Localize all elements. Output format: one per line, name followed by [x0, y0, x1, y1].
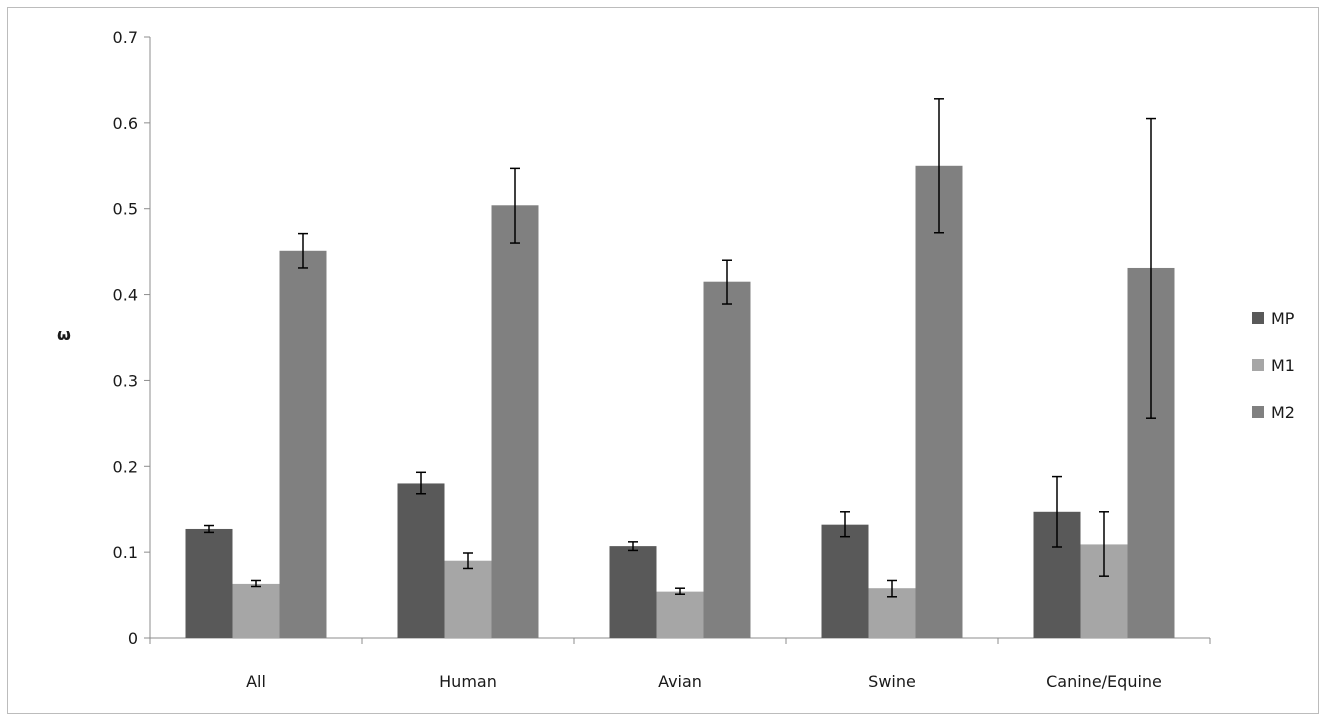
bar-mp — [609, 546, 657, 638]
bar-mp — [185, 528, 233, 638]
legend-swatch-mp — [1252, 312, 1264, 324]
x-tick-label: All — [246, 672, 266, 691]
bar-m2 — [703, 281, 751, 638]
axes: 0 0.1 0.2 0.3 0.4 0.5 0.6 0.7 — [113, 28, 1211, 648]
y-tick-label: 0.4 — [113, 286, 138, 305]
legend-label-m2: M2 — [1271, 403, 1295, 422]
x-tick-label: Avian — [658, 672, 702, 691]
y-tick-label: 0 — [128, 629, 138, 648]
bar-m1 — [232, 583, 280, 638]
x-tick-label: Canine/Equine — [1046, 672, 1162, 691]
bar-m1 — [444, 560, 492, 638]
bar-m2 — [279, 250, 327, 638]
bars — [185, 165, 1175, 639]
legend-label-m1: M1 — [1271, 356, 1295, 375]
y-axis-label: ω — [57, 325, 71, 344]
error-bars — [204, 98, 1156, 598]
y-axis-title: ω — [57, 325, 71, 344]
legend: MP M1 M2 — [1252, 309, 1295, 422]
legend-label-mp: MP — [1271, 309, 1295, 328]
bar-mp — [821, 524, 869, 638]
legend-swatch-m1 — [1252, 359, 1264, 371]
bar-m1 — [656, 591, 704, 638]
x-tick-label: Swine — [868, 672, 916, 691]
y-tick-label: 0.7 — [113, 28, 138, 47]
bar-mp — [397, 483, 445, 638]
legend-swatch-m2 — [1252, 406, 1264, 418]
y-tick-label: 0.5 — [113, 200, 138, 219]
y-tick-label: 0.6 — [113, 114, 138, 133]
y-tick-label: 0.3 — [113, 371, 138, 390]
bar-m2 — [915, 165, 963, 639]
y-tick-label: 0.2 — [113, 457, 138, 476]
bar-m2 — [491, 205, 539, 638]
x-tick-label: Human — [439, 672, 497, 691]
y-tick-label: 0.1 — [113, 543, 138, 562]
x-tick-labels: All Human Avian Swine Canine/Equine — [246, 672, 1162, 691]
